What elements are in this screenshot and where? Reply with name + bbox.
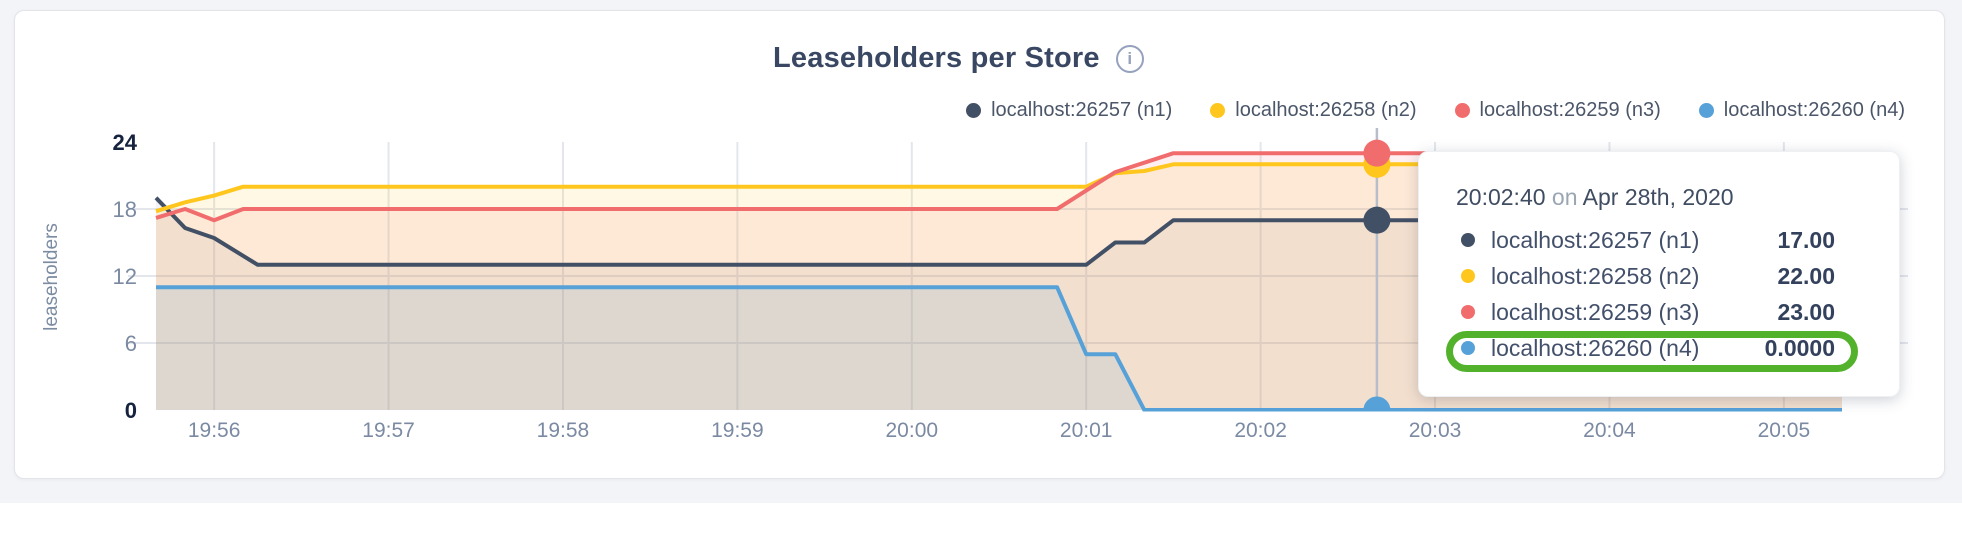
hover-tooltip: 20:02:40 on Apr 28th, 2020 localhost:262… (1418, 151, 1900, 397)
tooltip-row-value: 22.00 (1777, 262, 1835, 289)
info-icon[interactable]: i (1115, 44, 1144, 73)
legend-dot (966, 103, 982, 118)
legend-dot (1698, 103, 1714, 118)
legend-item: localhost:26257 (n1) (966, 99, 1172, 122)
x-tick-label: 20:03 (1409, 419, 1462, 442)
chart-header: Leaseholders per Store i (773, 42, 1144, 75)
tooltip-row-dot (1461, 233, 1475, 247)
tooltip-row-dot (1461, 341, 1475, 355)
tooltip-row-value: 23.00 (1777, 298, 1835, 325)
series-line (155, 162, 1842, 214)
legend-item: localhost:26259 (n3) (1454, 99, 1661, 122)
hover-dot (1363, 139, 1391, 167)
series-line (156, 285, 1842, 412)
x-tick-label: 19:57 (362, 419, 415, 442)
hover-dot (1363, 206, 1391, 234)
x-tick-label: 20:00 (886, 419, 939, 442)
x-tick-label: 20:05 (1758, 419, 1811, 442)
legend-dot (1454, 103, 1470, 118)
tooltip-timestamp: 20:02:40 on Apr 28th, 2020 (1419, 152, 1899, 211)
series-line (155, 151, 1842, 223)
y-axis-label: leaseholders (41, 223, 62, 331)
x-tick-label: 20:01 (1060, 419, 1113, 442)
legend-label: localhost:26258 (n2) (1235, 99, 1417, 121)
tooltip-row-name: localhost:26258 (n2) (1491, 262, 1700, 289)
tooltip-row-name: localhost:26257 (n1) (1491, 226, 1700, 253)
series-line (154, 196, 1842, 267)
x-tick-label: 19:56 (188, 419, 241, 442)
legend-label: localhost:26257 (n1) (991, 99, 1173, 121)
tooltip-row: localhost:26258 (n2) 22.00 (1419, 258, 1899, 294)
series-area (156, 287, 1842, 410)
series-lines (154, 151, 1842, 412)
tooltip-row-name: localhost:26260 (n4) (1491, 334, 1700, 361)
legend: localhost:26257 (n1) localhost:26258 (n2)… (966, 99, 1905, 122)
hover-dots (1363, 139, 1391, 412)
legend-label: localhost:26260 (n4) (1723, 99, 1905, 121)
y-tick-label: 6 (125, 331, 137, 356)
tooltip-time: 20:02:40 (1456, 184, 1546, 210)
legend-label: localhost:26259 (n3) (1479, 99, 1661, 121)
tooltip-row-value: 0.0000 (1764, 334, 1835, 361)
y-tick-label: 18 (113, 197, 137, 222)
x-tick-label: 20:02 (1234, 419, 1287, 442)
y-tick-label: 12 (113, 264, 137, 289)
tooltip-rows: localhost:26257 (n1) 17.00 localhost:26258… (1419, 222, 1899, 366)
tooltip-row-value: 17.00 (1777, 226, 1835, 253)
axis-tick-labels: 0 6 12 18 24 19:56 19:57 19:58 19:59 20:00 20:01 20… (113, 130, 1811, 442)
hover-marker (1363, 128, 1391, 412)
x-tick-label: 20:04 (1583, 419, 1636, 442)
tooltip-connector: on (1551, 184, 1578, 210)
y-tick-label: 24 (113, 130, 138, 155)
tooltip-row-dot (1461, 305, 1475, 319)
tooltip-row-name: localhost:26259 (n3) (1491, 298, 1700, 325)
x-tick-label: 19:59 (711, 419, 764, 442)
tooltip-row: localhost:26257 (n1) 17.00 (1419, 222, 1899, 258)
legend-item: localhost:26260 (n4) (1698, 99, 1905, 122)
tooltip-row: localhost:26260 (n4) 0.0000 (1419, 330, 1899, 366)
x-tick-label: 19:58 (537, 419, 590, 442)
tooltip-row: localhost:26259 (n3) 23.00 (1419, 294, 1899, 330)
y-tick-label: 0 (125, 398, 137, 423)
tooltip-date: Apr 28th, 2020 (1582, 184, 1734, 210)
legend-dot (1210, 103, 1226, 118)
hover-dot (1363, 396, 1391, 412)
legend-item: localhost:26258 (n2) (1210, 99, 1417, 122)
tooltip-row-dot (1461, 269, 1475, 283)
chart-title: Leaseholders per Store (773, 42, 1100, 74)
